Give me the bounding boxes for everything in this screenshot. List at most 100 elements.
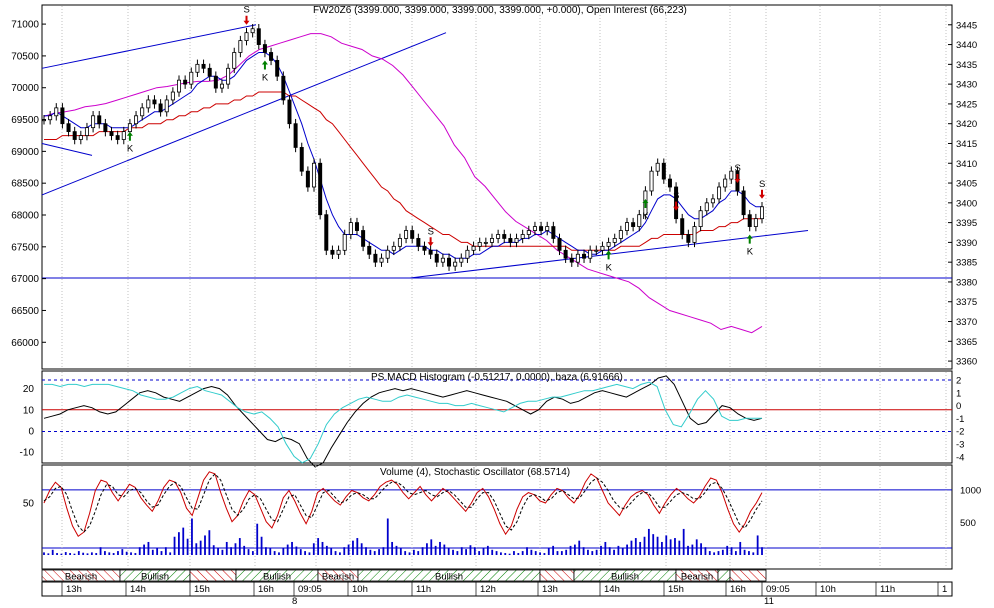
- candle-body: [269, 52, 274, 61]
- candle-body: [78, 135, 83, 140]
- volume-bar: [404, 551, 407, 555]
- time-label: 10h: [352, 584, 368, 595]
- volume-bar: [395, 545, 398, 555]
- volume-bar: [587, 549, 589, 555]
- candle-body: [410, 230, 415, 239]
- volume-bar: [260, 536, 263, 555]
- left-tick-label: 66000: [11, 338, 39, 349]
- candle-body: [312, 162, 317, 188]
- volume-bar: [704, 547, 707, 555]
- time-label: 1: [942, 584, 947, 595]
- volume-bar: [108, 552, 111, 555]
- candle-body: [618, 230, 623, 239]
- volume-bar: [117, 551, 119, 555]
- volume-bar: [73, 553, 76, 555]
- volume-bar: [330, 548, 333, 555]
- candle-body: [526, 230, 531, 235]
- volume-bar: [234, 543, 237, 555]
- buy-arrow-icon: [746, 234, 753, 244]
- candle-body: [385, 249, 390, 259]
- volume-bar: [482, 548, 485, 555]
- candle-body: [361, 230, 366, 247]
- candle-body: [563, 249, 568, 259]
- trendline-short: [41, 142, 93, 156]
- volume-bar: [208, 530, 211, 555]
- volume-bar: [212, 545, 215, 555]
- candle-body: [532, 226, 537, 231]
- volume-bar: [373, 551, 376, 555]
- right-tick-label: 3365: [956, 337, 977, 348]
- price-signals: K S K S K K S S K S: [127, 5, 765, 274]
- volume-bar: [286, 544, 289, 555]
- signal-label: K: [262, 72, 269, 83]
- candle-body: [238, 40, 243, 53]
- volume-bar: [356, 538, 359, 555]
- volume-bar: [543, 553, 546, 555]
- macd-right-tick-label: -1: [956, 414, 964, 425]
- volume-bar: [591, 551, 594, 555]
- volume-bar: [95, 553, 98, 555]
- candle-body: [103, 123, 108, 133]
- volume-bar: [761, 547, 763, 555]
- left-tick-label: 67500: [11, 242, 39, 253]
- trend-label: Bullish: [263, 572, 291, 583]
- candle-body: [502, 234, 507, 239]
- signal-label: K: [127, 144, 134, 155]
- candle-body: [710, 198, 715, 204]
- volume-bar: [339, 552, 341, 555]
- volume-bar: [552, 545, 555, 555]
- left-tick-label: 69000: [11, 147, 39, 158]
- volume-bar: [734, 551, 737, 555]
- time-label: 11h: [416, 584, 431, 595]
- macd-right-tick-label: 1: [956, 388, 961, 399]
- volume-bar: [600, 545, 602, 555]
- candle-body: [631, 222, 636, 227]
- volume-bar: [630, 540, 633, 555]
- candle-body: [520, 234, 525, 239]
- volume-bar: [347, 544, 350, 555]
- volume-bar: [64, 552, 67, 555]
- volume-bar: [182, 527, 185, 555]
- time-label: 14h: [130, 584, 146, 595]
- volume-bar: [312, 543, 315, 555]
- candle-body: [434, 253, 439, 263]
- candle-body: [262, 44, 267, 53]
- candle-body: [667, 178, 672, 188]
- volume-bar: [225, 541, 228, 555]
- volume-bar: [530, 549, 533, 555]
- macd-lines: [43, 375, 763, 468]
- time-label: 13h: [66, 584, 82, 595]
- candle-body: [121, 131, 126, 140]
- left-tick-label: 67000: [11, 274, 39, 285]
- right-tick-label: 3435: [956, 60, 977, 71]
- volume-right-axis: 1000 500: [960, 485, 981, 529]
- candle-body: [428, 249, 433, 255]
- macd-left-tick-label: 0: [28, 427, 34, 438]
- trend-label: Bearish: [681, 572, 713, 583]
- volume-bar: [221, 549, 224, 555]
- candle-body: [324, 214, 329, 251]
- candle-body: [207, 67, 212, 77]
- volume-bar: [713, 552, 716, 555]
- volume-bar: [756, 535, 759, 555]
- macd-left-tick-label: -10: [20, 448, 35, 459]
- volume-bar: [417, 551, 420, 555]
- volume-bar: [578, 540, 581, 555]
- stochastic-lines: [43, 471, 763, 538]
- trend-label: Bullish: [435, 572, 463, 583]
- volume-left-axis: 50: [23, 499, 35, 510]
- candle-body: [66, 123, 71, 133]
- volume-bar: [121, 549, 124, 555]
- candle-body: [367, 245, 372, 255]
- volume-bar: [134, 553, 137, 555]
- trend-label: Bearish: [322, 572, 354, 583]
- volume-bar: [251, 551, 254, 555]
- ma-slow-line: [44, 91, 762, 251]
- volume-bar: [299, 549, 302, 555]
- candle-body: [195, 63, 200, 73]
- volume-bar: [639, 541, 642, 555]
- volume-bar: [177, 532, 180, 555]
- volume-grid: [42, 466, 952, 568]
- volume-bar: [456, 551, 459, 555]
- candle-body: [158, 103, 163, 113]
